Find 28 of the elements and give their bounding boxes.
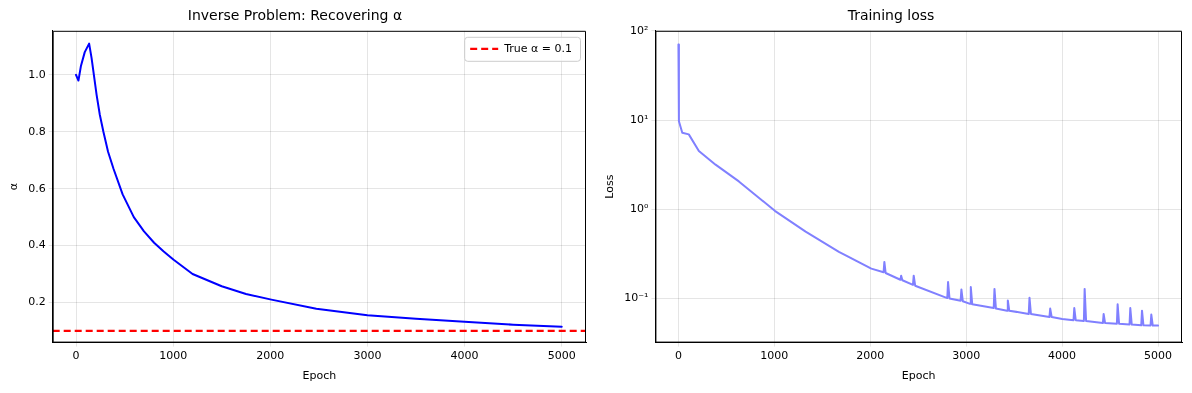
x-tick-label: 0 [674,349,682,363]
y-tick-label: 0.8 [28,124,46,138]
x-tick-label: 1000 [159,349,188,363]
y-axis-title: α [7,183,21,191]
y-tick-label: 10² [629,23,649,37]
x-tick-label: 2000 [856,349,885,363]
x-axis-title: Epoch [302,369,337,383]
y-axis-title: Loss [603,174,617,199]
x-tick-label: 3000 [353,349,382,363]
x-tick-label: 3000 [952,349,981,363]
y-tick-label: 10¹ [629,112,649,126]
y-tick-label: 10⁻¹ [624,291,649,305]
x-axis-title: Epoch [901,369,936,383]
chart-title: Inverse Problem: Recovering α [187,7,403,24]
x-tick-label: 1000 [760,349,789,363]
y-tick-label: 0.4 [28,238,46,252]
x-tick-label: 4000 [1048,349,1077,363]
y-tick-label: 10⁰ [629,202,649,216]
x-tick-label: 0 [72,349,80,363]
legend-label: True α = 0.1 [503,41,573,55]
y-tick-label: 0.6 [28,181,46,195]
x-tick-label: 5000 [1144,349,1173,363]
x-tick-label: 5000 [547,349,576,363]
y-tick-label: 0.2 [28,295,46,309]
y-tick-label: 1.0 [28,67,46,81]
x-tick-label: 2000 [256,349,285,363]
chart-title: Training loss [846,7,935,24]
x-tick-label: 4000 [450,349,479,363]
